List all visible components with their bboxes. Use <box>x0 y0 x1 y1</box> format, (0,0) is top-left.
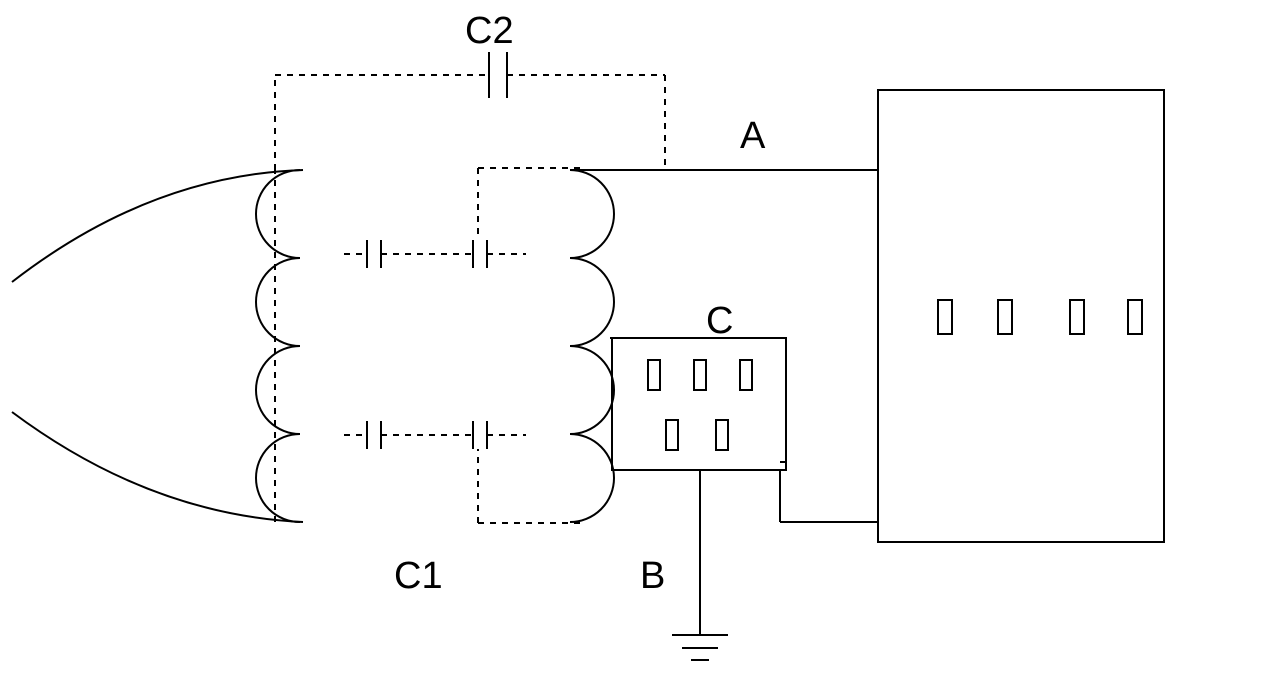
label-a: A <box>740 115 765 158</box>
label-c2: C2 <box>465 10 514 53</box>
label-c: C <box>706 300 733 343</box>
label-b: B <box>640 555 665 598</box>
label-c1: C1 <box>394 555 443 598</box>
circuit-diagram <box>0 0 1262 675</box>
